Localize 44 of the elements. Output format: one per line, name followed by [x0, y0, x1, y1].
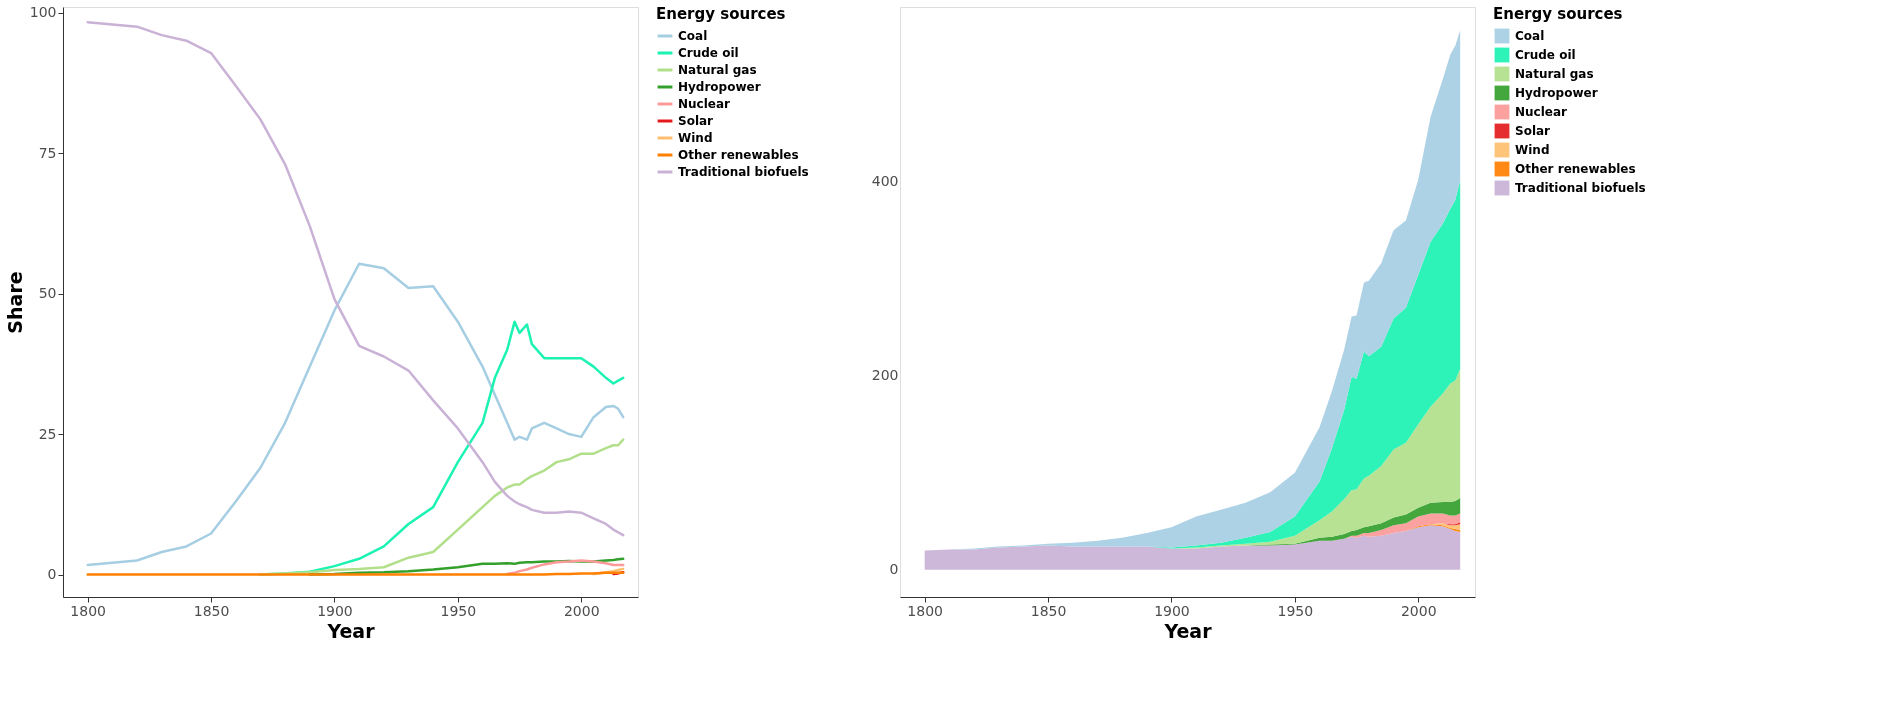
y-tick-label: 0	[47, 566, 57, 583]
x-tick-label: 2000	[1400, 602, 1437, 619]
legend-label: Solar	[1515, 124, 1551, 138]
y-tick-label: 200	[871, 367, 899, 384]
legend-label: Solar	[678, 114, 714, 128]
x-tick-label: 1800	[70, 602, 106, 619]
y-tick-label: 0	[889, 561, 899, 578]
legend-title: Energy sources	[1493, 5, 1623, 23]
y-tick-label: 25	[38, 425, 57, 442]
legend-label: Other renewables	[678, 148, 799, 162]
legend-label: Wind	[1515, 143, 1550, 157]
x-tick-label: 1850	[1030, 602, 1067, 619]
line-series	[86, 262, 625, 567]
x-tick-label: 1950	[1277, 602, 1314, 619]
x-axis-title: Year	[1163, 619, 1213, 642]
legend-label: Natural gas	[678, 63, 757, 77]
x-tick-label: 1900	[1154, 602, 1190, 619]
legend-label: Hydropower	[1515, 86, 1598, 100]
legend-label: Traditional biofuels	[1515, 181, 1646, 195]
x-tick-label: 1950	[440, 602, 477, 619]
legend-label: Crude oil	[1515, 48, 1576, 62]
legend-label: Traditional biofuels	[678, 165, 809, 179]
line-series	[505, 559, 625, 576]
y-tick-label: 400	[871, 173, 899, 190]
legend-label: Other renewables	[1515, 162, 1636, 176]
y-axis-title: Share	[3, 271, 26, 334]
legend-label: Coal	[678, 29, 708, 43]
y-tick-label: 100	[29, 4, 57, 21]
legend-label: Nuclear	[1515, 105, 1568, 119]
legend-label: Wind	[678, 131, 713, 145]
legend-title: Energy sources	[656, 5, 786, 23]
x-tick-label: 1850	[193, 602, 230, 619]
x-axis-title: Year	[326, 619, 376, 642]
y-tick-label: 50	[38, 285, 57, 302]
x-tick-label: 1900	[317, 602, 353, 619]
legend-label: Hydropower	[678, 80, 761, 94]
legend-label: Coal	[1515, 29, 1545, 43]
x-tick-label: 1800	[907, 602, 943, 619]
legend-label: Nuclear	[678, 97, 731, 111]
legend-label: Natural gas	[1515, 67, 1594, 81]
x-tick-label: 2000	[563, 602, 600, 619]
legend-label: Crude oil	[678, 46, 739, 60]
y-tick-label: 75	[38, 144, 57, 161]
line-series	[86, 20, 625, 537]
